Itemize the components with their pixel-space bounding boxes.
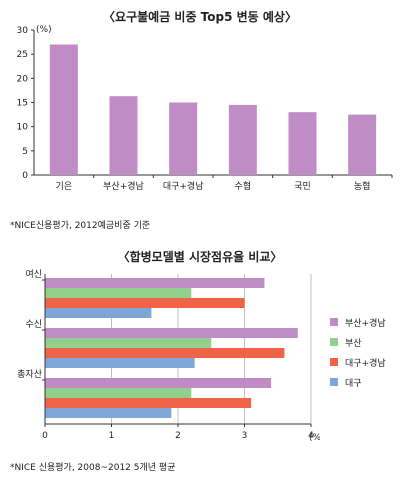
- legend-swatch-2: [330, 358, 338, 366]
- bar-1-1: [45, 338, 212, 348]
- y-tick-label: 20: [17, 74, 29, 84]
- chart2-legend: 부산+경남 부산 대구+경남 대구: [330, 312, 386, 392]
- legend-label-2: 대구+경남: [345, 358, 386, 369]
- legend-swatch-1: [330, 338, 338, 346]
- legend-item-1: 부산: [330, 332, 386, 352]
- x-tick-label: 대구+경남: [163, 180, 204, 192]
- x-tick-label: 0: [42, 431, 48, 441]
- x-tick-label: 3: [242, 431, 248, 441]
- bar-1: [109, 96, 138, 175]
- x-axis-unit: (%): [309, 433, 320, 443]
- bar-3: [228, 104, 257, 175]
- x-tick-label: 국민: [294, 181, 311, 192]
- y-tick-label: 25: [17, 50, 28, 60]
- y-tick-label: 5: [22, 147, 28, 157]
- legend-item-3: 대구: [330, 372, 386, 392]
- bar-1-2: [45, 348, 285, 358]
- y-category-label: 수신: [25, 319, 42, 330]
- bar-1-3: [45, 358, 195, 368]
- y-category-label: 총자산: [17, 369, 42, 380]
- legend-item-2: 대구+경남: [330, 352, 386, 372]
- y-axis-unit: (%): [36, 25, 52, 35]
- x-tick-label: 부산+경남: [103, 180, 144, 192]
- chart1: (%) 0 5 10 15 20 25 30 기은 부산+경남 대구+경남 수협 국민 농협: [17, 25, 393, 192]
- legend-label-3: 대구: [345, 378, 362, 389]
- bar-1-0: [45, 328, 298, 338]
- bar-4: [288, 112, 317, 175]
- legend-label-0: 부산+경남: [345, 318, 386, 329]
- bar-5: [348, 114, 377, 175]
- x-tick-label: 4: [308, 431, 314, 441]
- chart1-note: *NICE신용평가, 2012예금비중 기준: [10, 221, 151, 231]
- bar-0-0: [45, 278, 265, 288]
- x-tick-label: 수협: [235, 180, 252, 192]
- y-category-label: 여신: [25, 268, 42, 280]
- legend-label-1: 부산: [345, 338, 362, 349]
- bar-0-1: [45, 288, 192, 298]
- x-tick-label: 농협: [354, 180, 371, 192]
- chart2-note: *NICE 신용평가, 2008~2012 5개년 평균: [10, 463, 176, 473]
- bar-2-1: [45, 388, 192, 398]
- bar-0-3: [45, 308, 152, 318]
- y-tick-label: 10: [17, 123, 29, 133]
- y-tick-label: 15: [17, 99, 28, 109]
- legend-swatch-3: [330, 378, 338, 386]
- chart2-title: 〈합병모델별 시장점유율 비교〉: [117, 250, 283, 264]
- bar-2-2: [45, 398, 252, 408]
- bar-2-3: [45, 408, 172, 418]
- y-tick-label: 30: [17, 26, 29, 36]
- bar-0-2: [45, 298, 245, 308]
- bar-2-0: [45, 378, 272, 388]
- x-tick-label: 기은: [56, 181, 73, 192]
- x-tick-label: 1: [109, 431, 115, 441]
- y-tick-label: 0: [22, 171, 28, 181]
- chart1-title: 〈요구불예금 비중 Top5 변동 예상〉: [103, 10, 297, 24]
- x-tick-label: 2: [175, 431, 181, 441]
- legend-swatch-0: [330, 318, 338, 326]
- bar-0: [49, 44, 78, 175]
- legend-item-0: 부산+경남: [330, 312, 386, 332]
- bar-2: [169, 102, 198, 175]
